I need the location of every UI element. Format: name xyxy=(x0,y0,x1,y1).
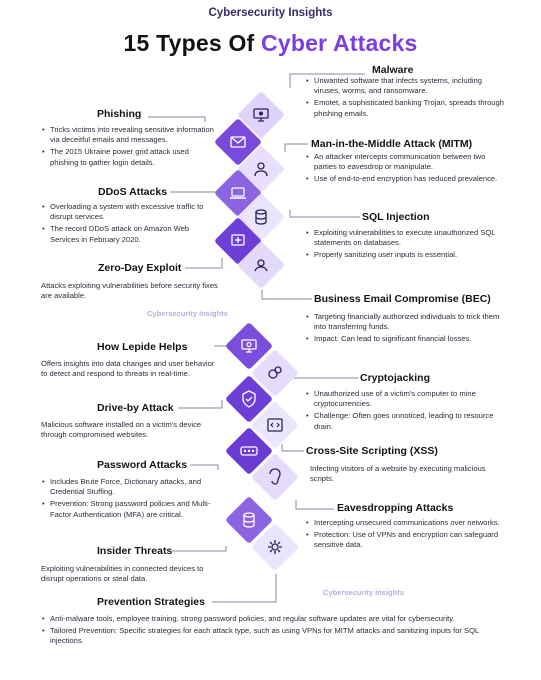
ddos-bullet: Overloading a system with excessive traf… xyxy=(41,202,219,223)
mitm-bullet: An attacker intercepts communication bet… xyxy=(305,152,505,173)
password-bullets: Includes Brute Force, Dictionary attacks… xyxy=(41,477,226,522)
phishing-bullet: The 2015 Ukraine power grid attack used … xyxy=(41,147,219,168)
bec-bullet: Targeting financially authorized individ… xyxy=(305,312,505,333)
connector-xss xyxy=(281,444,304,452)
cryptojacking-coin-icon xyxy=(261,359,289,387)
title-part-1: 15 Types Of xyxy=(123,30,262,56)
ddos-title: DDoS Attacks xyxy=(98,186,168,198)
connector-cryptojacking xyxy=(289,372,358,379)
eavesdropping-title: Eavesdropping Attacks xyxy=(337,502,454,514)
zero-day-bug-icon xyxy=(224,227,252,255)
prevention-bullet: Anti-malware tools, employee training, s… xyxy=(41,614,511,625)
eavesdropping-ear-icon xyxy=(261,463,289,491)
connector-insider xyxy=(172,546,227,552)
cryptojacking-bullet: Unauthorized use of a victim's computer … xyxy=(305,389,505,410)
brand-title: Cybersecurity Insights xyxy=(208,7,333,19)
mitm-title: Man-in-the-Middle Attack (MITM) xyxy=(311,138,473,150)
bec-title: Business Email Compromise (BEC) xyxy=(314,293,491,305)
bec-email-icon xyxy=(247,251,275,279)
password-title: Password Attacks xyxy=(97,459,188,471)
eavesdropping-bullets: Intercepting unsecured communications ov… xyxy=(305,518,505,552)
prevention-title: Prevention Strategies xyxy=(97,596,205,608)
connector-prevention xyxy=(212,574,277,603)
watermark: Cybersecurity Insights xyxy=(147,309,228,318)
insider-gear-icon xyxy=(261,533,289,561)
insider-title: Insider Threats xyxy=(97,545,173,557)
lepide-text: Offers insights into data changes and us… xyxy=(41,359,215,379)
zero-day-text: Attacks exploiting vulnerabilities befor… xyxy=(41,281,218,301)
watermark: Cybersecurity Insights xyxy=(323,588,404,597)
malware-monitor-icon xyxy=(247,101,275,129)
connector-password xyxy=(190,464,219,470)
malware-title: Malware xyxy=(372,64,414,76)
connector-sql xyxy=(289,210,360,218)
sql-bullet: Properly sanitizing user inputs is essen… xyxy=(305,250,505,261)
lepide-monitor-icon xyxy=(235,332,263,360)
mitm-person-icon xyxy=(247,155,275,183)
lepide-title: How Lepide Helps xyxy=(97,341,188,353)
phishing-bullets: Tricks victims into revealing sensitive … xyxy=(41,125,219,170)
password-bullet: Includes Brute Force, Dictionary attacks… xyxy=(41,477,226,498)
cryptojacking-bullet: Challenge: Often goes unnoticed, leading… xyxy=(305,411,505,432)
zero-day-title: Zero-Day Exploit xyxy=(98,262,182,274)
drive-by-title: Drive-by Attack xyxy=(97,402,174,414)
prevention-bullets: Anti-malware tools, employee training, s… xyxy=(41,614,511,648)
drive-by-text: Malicious software installed on a victim… xyxy=(41,420,202,440)
malware-bullet: Emotet, a sophisticated banking Trojan, … xyxy=(305,98,505,119)
connector-driveby xyxy=(178,400,223,409)
driveby-shield-icon xyxy=(235,385,263,413)
mitm-bullets: An attacker intercepts communication bet… xyxy=(305,152,505,186)
connector-mitm xyxy=(284,143,308,152)
connector-eavesdropping xyxy=(295,500,334,510)
mitm-bullet: Use of end-to-end encryption has reduced… xyxy=(305,174,505,185)
phishing-email-icon xyxy=(224,128,252,156)
connector-malware xyxy=(289,73,365,88)
malware-bullets: Unwanted software that infects systems, … xyxy=(305,76,505,121)
insider-database-icon xyxy=(235,506,263,534)
bec-bullets: Targeting financially authorized individ… xyxy=(305,312,505,346)
sql-bullet: Exploiting vulnerabilities to execute un… xyxy=(305,228,505,249)
page-title: 15 Types Of Cyber Attacks xyxy=(0,30,541,57)
password-bullet: Prevention: Strong password policies and… xyxy=(41,499,226,520)
sql-database-icon xyxy=(247,203,275,231)
ddos-bullet: The record DDoS attack on Amazon Web Ser… xyxy=(41,224,219,245)
sql-title: SQL Injection xyxy=(362,211,430,223)
insider-text: Exploiting vulnerabilities in connected … xyxy=(41,564,204,584)
xss-code-icon xyxy=(261,411,289,439)
phishing-bullet: Tricks victims into revealing sensitive … xyxy=(41,125,219,146)
title-part-2: Cyber Attacks xyxy=(261,30,418,56)
ddos-bullets: Overloading a system with excessive traf… xyxy=(41,202,219,247)
connector-bec xyxy=(261,290,312,300)
xss-text: Infecting visitors of a website by execu… xyxy=(310,464,486,484)
bec-bullet: Impact: Can lead to significant financia… xyxy=(305,334,505,345)
eavesdropping-bullet: Intercepting unsecured communications ov… xyxy=(305,518,505,529)
connector-phishing xyxy=(148,116,206,122)
cryptojacking-title: Cryptojacking xyxy=(360,372,431,384)
cryptojacking-bullets: Unauthorized use of a victim's computer … xyxy=(305,389,505,434)
malware-bullet: Unwanted software that infects systems, … xyxy=(305,76,505,97)
eavesdropping-bullet: Protection: Use of VPNs and encryption c… xyxy=(305,530,505,551)
password-dots-icon xyxy=(235,437,263,465)
connector-zeroday xyxy=(185,258,223,269)
sql-bullets: Exploiting vulnerabilities to execute un… xyxy=(305,228,505,262)
ddos-laptop-icon xyxy=(224,179,252,207)
xss-title: Cross-Site Scripting (XSS) xyxy=(306,445,438,457)
phishing-title: Phishing xyxy=(97,108,142,120)
prevention-bullet: Tailored Prevention: Specific strategies… xyxy=(41,626,511,647)
